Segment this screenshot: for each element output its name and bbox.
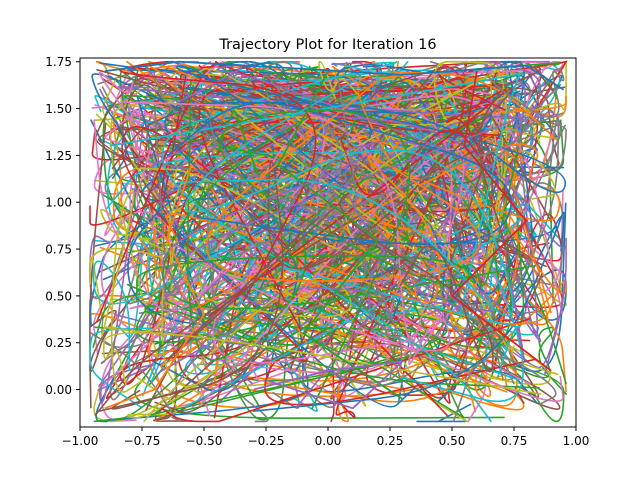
trajectory-series-line xyxy=(104,164,205,410)
trajectory-line xyxy=(198,88,502,331)
x-tick-label: 0.75 xyxy=(501,434,528,448)
trajectory-line xyxy=(309,91,522,387)
trajectory-line xyxy=(102,332,542,395)
x-tick-label: −0.25 xyxy=(248,434,285,448)
trajectory-line xyxy=(92,220,270,372)
trajectory-series-line xyxy=(451,70,552,372)
trajectory-line xyxy=(287,80,499,400)
trajectory-line xyxy=(416,403,472,423)
trajectory-line xyxy=(335,65,506,419)
trajectory-line xyxy=(243,78,481,165)
trajectory-line xyxy=(136,109,470,410)
trajectory-line xyxy=(119,69,509,385)
trajectory-line xyxy=(120,101,445,352)
x-tick-label: −0.50 xyxy=(186,434,223,448)
x-tick-label: 1.00 xyxy=(563,434,590,448)
x-tick-label: −1.00 xyxy=(62,434,99,448)
trajectory-line xyxy=(89,90,521,328)
trajectory-line xyxy=(185,60,533,352)
trajectory-lines xyxy=(89,60,568,423)
trajectory-line xyxy=(331,62,493,322)
trajectory-line xyxy=(336,124,566,306)
trajectory-line xyxy=(89,122,107,409)
y-tick-label: 1.75 xyxy=(45,55,72,69)
trajectory-line xyxy=(276,78,564,402)
x-tick-label: 0.50 xyxy=(439,434,466,448)
trajectory-line xyxy=(176,78,514,317)
trajectory-line xyxy=(94,104,507,310)
trajectory-line xyxy=(89,327,154,408)
trajectory-line xyxy=(238,68,543,302)
trajectory-line xyxy=(452,356,557,423)
axes: −1.00 −0.75 −0.50 −0.25 0.00 0.25 0.50 0.75 1.00… xyxy=(45,55,589,448)
trajectory-line xyxy=(109,72,524,318)
trajectory-line xyxy=(127,112,518,326)
y-tick-label: 0.00 xyxy=(45,383,72,397)
trajectory-line xyxy=(94,147,490,416)
trajectory-line xyxy=(168,192,494,373)
y-tick-label: 1.00 xyxy=(45,196,72,210)
trajectory-line xyxy=(185,204,530,408)
trajectory-line xyxy=(205,80,481,303)
y-tick-label: 1.50 xyxy=(45,102,72,116)
trajectory-line xyxy=(344,116,560,387)
x-tick-label: −0.75 xyxy=(124,434,161,448)
trajectory-line xyxy=(89,294,525,411)
trajectory-line xyxy=(89,247,224,316)
trajectory-series-line xyxy=(104,60,565,91)
trajectory-line xyxy=(119,60,317,302)
y-tick-label: 1.25 xyxy=(45,149,72,163)
x-tick-label: 0.00 xyxy=(315,434,342,448)
trajectory-line xyxy=(129,96,417,354)
trajectory-line xyxy=(268,80,348,152)
chart-title: Trajectory Plot for Iteration 16 xyxy=(218,37,436,53)
trajectory-line xyxy=(161,61,492,423)
trajectory-line xyxy=(165,213,567,325)
trajectory-line xyxy=(166,102,512,245)
trajectory-series-line xyxy=(277,70,403,400)
trajectory-line xyxy=(98,88,513,412)
trajectory-line xyxy=(98,71,134,117)
plot-area xyxy=(80,58,576,427)
y-tick-label: 0.50 xyxy=(45,289,72,303)
trajectory-line xyxy=(142,63,505,340)
trajectory-line xyxy=(89,331,181,423)
trajectory-line xyxy=(121,126,537,417)
trajectory-line xyxy=(101,189,146,393)
y-tick-label: 0.75 xyxy=(45,243,72,257)
trajectory-series-line xyxy=(253,360,404,410)
x-tick-label: 0.25 xyxy=(377,434,404,448)
y-tick-label: 0.25 xyxy=(45,336,72,350)
trajectory-line xyxy=(161,318,531,423)
trajectory-line xyxy=(117,86,555,409)
